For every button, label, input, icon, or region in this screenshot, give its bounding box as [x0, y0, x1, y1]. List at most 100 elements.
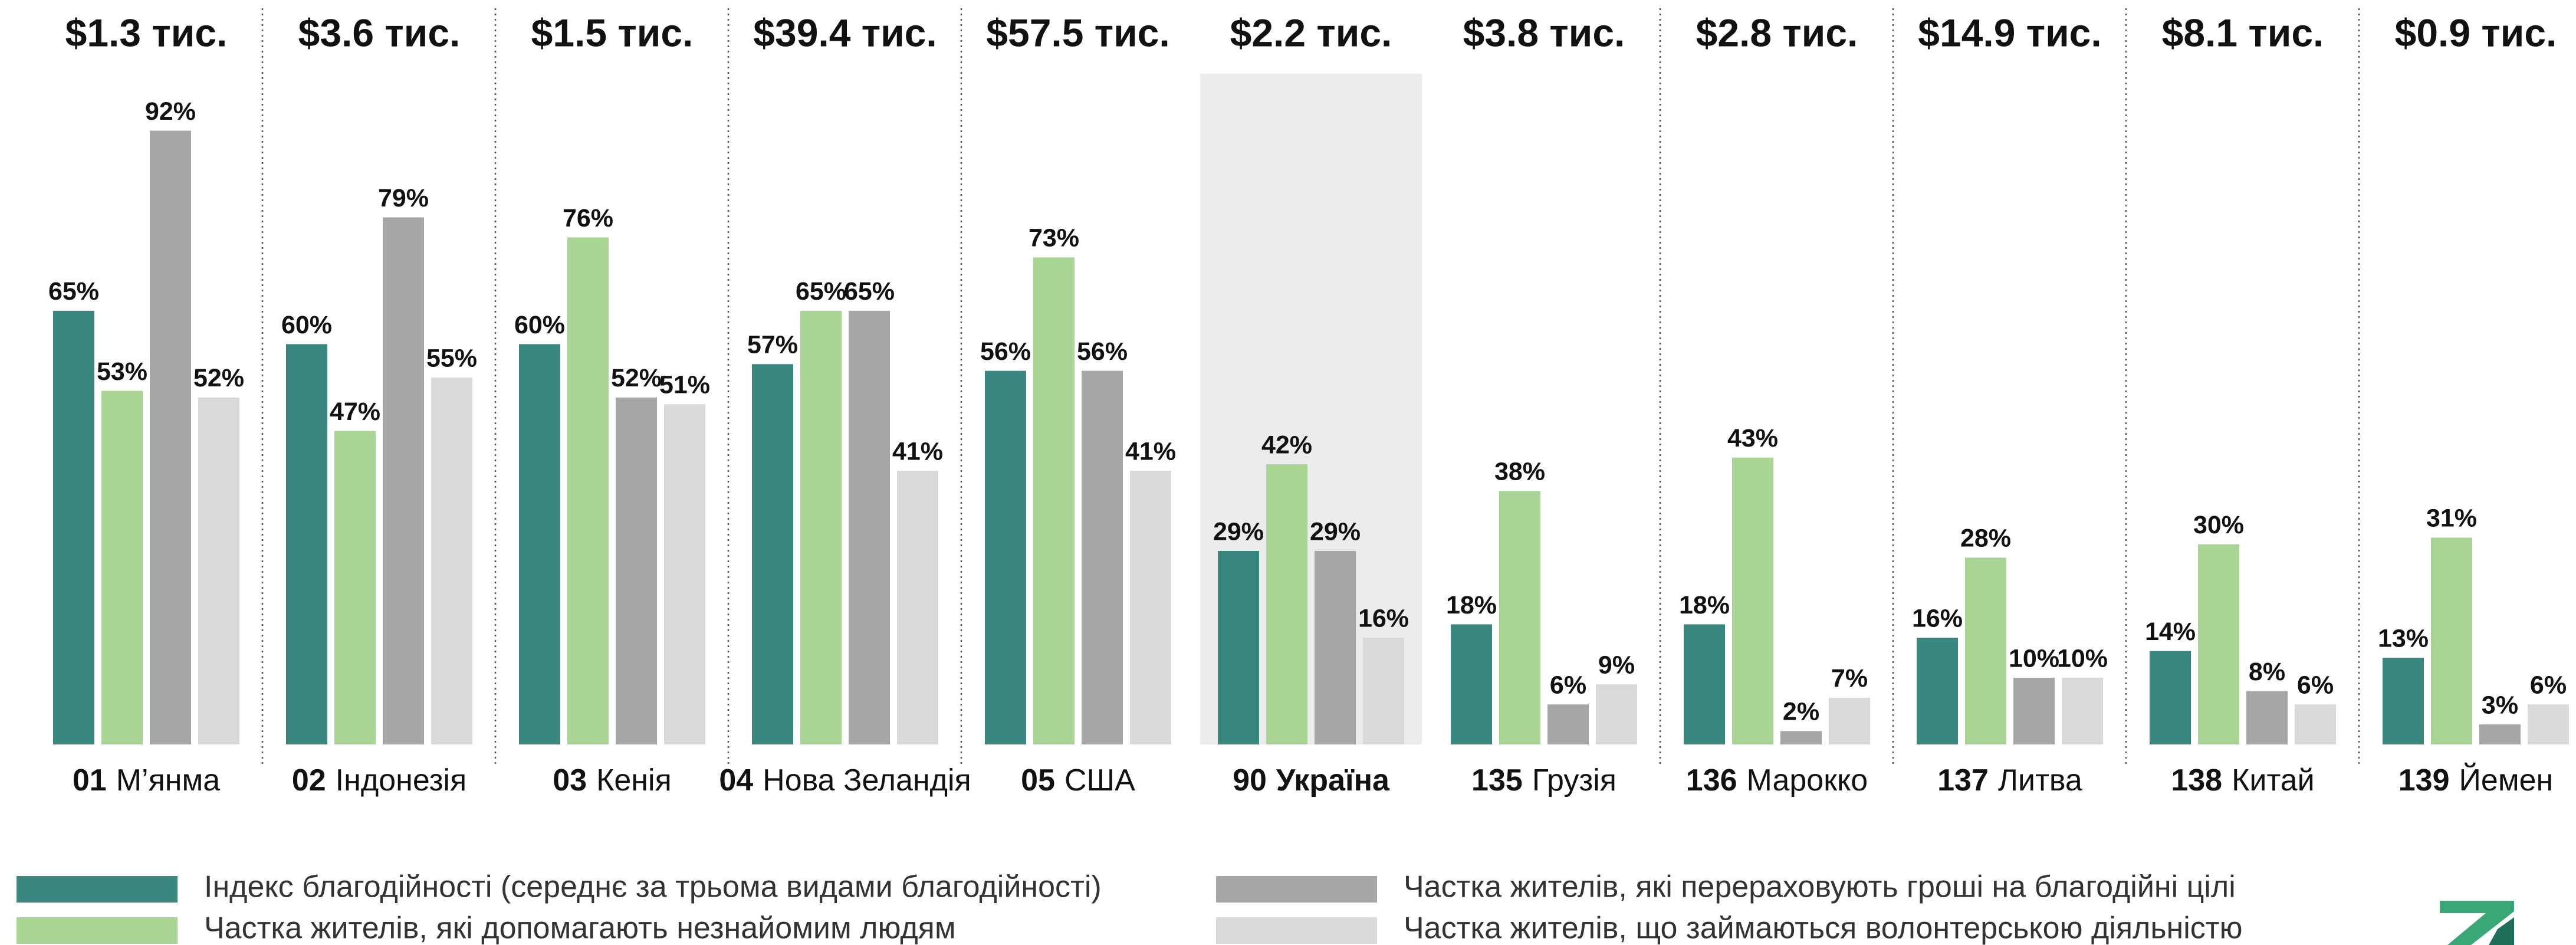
value-label: 41%: [1125, 438, 1176, 466]
bar: [1965, 557, 2006, 744]
bar: [2295, 704, 2336, 744]
bar: [2383, 657, 2424, 744]
legend-label: Частка жителів, що займаються волонтерсь…: [1404, 911, 2243, 945]
value-label: 92%: [145, 97, 196, 126]
legend-swatch: [1216, 876, 1377, 903]
bar: [752, 364, 793, 744]
country: Китай: [2232, 763, 2315, 798]
value-label: 10%: [2009, 644, 2059, 672]
country: Марокко: [1747, 763, 1868, 798]
rank: 137: [1937, 763, 1989, 798]
country: Литва: [1998, 763, 2082, 798]
bar: [1732, 457, 1773, 744]
value-label: 65%: [796, 277, 846, 306]
value-label: 18%: [1446, 591, 1497, 619]
top-label: $2.2 тис.: [1230, 11, 1392, 54]
legend-swatch: [17, 876, 178, 903]
country: М’янма: [116, 763, 220, 798]
bar: [2479, 724, 2521, 744]
value-label: 57%: [747, 331, 798, 359]
bar: [1829, 697, 1870, 744]
bar: [800, 310, 842, 744]
value-label: 76%: [563, 204, 613, 232]
value-label: 56%: [980, 337, 1031, 366]
rank: 135: [1471, 763, 1523, 798]
bar: [334, 431, 376, 744]
country: Йемен: [2459, 763, 2554, 798]
value-label: 53%: [97, 357, 147, 386]
value-label: 31%: [2426, 504, 2477, 533]
top-label: $3.6 тис.: [298, 11, 461, 54]
x-tick-label: 137 Литва: [1937, 763, 2082, 798]
x-tick-label: 138 Китай: [2171, 763, 2314, 798]
country: Україна: [1276, 763, 1390, 798]
bar: [286, 344, 327, 744]
rank: 138: [2171, 763, 2222, 798]
value-label: 29%: [1310, 517, 1361, 546]
value-label: 16%: [1912, 604, 1963, 632]
value-label: 56%: [1077, 337, 1128, 366]
top-label: $8.1 тис.: [2162, 11, 2324, 54]
bar: [383, 217, 424, 744]
bar: [1684, 624, 1725, 744]
value-label: 29%: [1213, 517, 1264, 546]
bar: [1315, 551, 1356, 744]
x-tick-label: 01 М’янма: [73, 763, 220, 798]
country: Нова Зеландія: [763, 763, 971, 798]
rank: 02: [292, 763, 326, 798]
bar: [1917, 638, 1958, 744]
value-label: 51%: [659, 371, 710, 399]
value-label: 8%: [2249, 658, 2285, 686]
bar: [2198, 544, 2239, 744]
bar: [897, 471, 938, 744]
value-label: 3%: [2482, 691, 2518, 719]
value-label: 6%: [1550, 671, 1586, 699]
value-label: 73%: [1029, 224, 1079, 252]
value-label: 2%: [1783, 698, 1819, 726]
bar: [2246, 691, 2288, 744]
bar: [664, 404, 705, 744]
value-label: 52%: [193, 364, 244, 392]
country: Індонезія: [336, 763, 466, 798]
rank: 04: [719, 763, 753, 798]
rank: 05: [1021, 763, 1055, 798]
country: США: [1064, 763, 1135, 798]
value-label: 6%: [2530, 671, 2567, 699]
value-label: 16%: [1358, 604, 1409, 632]
value-label: 47%: [330, 398, 380, 426]
top-label: $14.9 тис.: [1918, 11, 2101, 54]
bar: [101, 391, 143, 744]
value-label: 10%: [2057, 644, 2108, 672]
value-label: 30%: [2193, 511, 2244, 539]
rank: 90: [1233, 763, 1267, 798]
bar: [2062, 677, 2103, 744]
x-tick-label: 05 США: [1021, 763, 1135, 798]
top-label: $0.9 тис.: [2395, 11, 2557, 54]
top-label: $1.3 тис.: [65, 11, 228, 54]
x-tick-label: 135 Грузія: [1471, 763, 1616, 798]
legend-swatch: [17, 917, 178, 944]
value-label: 65%: [844, 277, 895, 306]
value-label: 9%: [1598, 651, 1635, 680]
value-label: 60%: [514, 311, 565, 339]
rank: 136: [1686, 763, 1737, 798]
value-label: 28%: [1960, 524, 2011, 553]
top-label: $39.4 тис.: [753, 11, 937, 54]
country: Кенія: [596, 763, 672, 798]
value-label: 65%: [48, 277, 99, 306]
bar: [985, 370, 1026, 744]
bar: [150, 130, 191, 745]
value-label: 41%: [892, 438, 943, 466]
value-label: 13%: [2378, 624, 2429, 652]
bar: [431, 377, 472, 744]
value-label: 14%: [2145, 618, 2196, 646]
logo: [2440, 901, 2514, 945]
value-label: 42%: [1261, 431, 1312, 459]
bar: [2528, 704, 2569, 744]
x-tick-label: 139 Йемен: [2398, 763, 2553, 798]
x-tick-label: 136 Марокко: [1686, 763, 1868, 798]
bar: [519, 344, 560, 744]
top-label: $3.8 тис.: [1463, 11, 1625, 54]
legend-label: Частка жителів, які допомагають незнайом…: [204, 911, 956, 945]
